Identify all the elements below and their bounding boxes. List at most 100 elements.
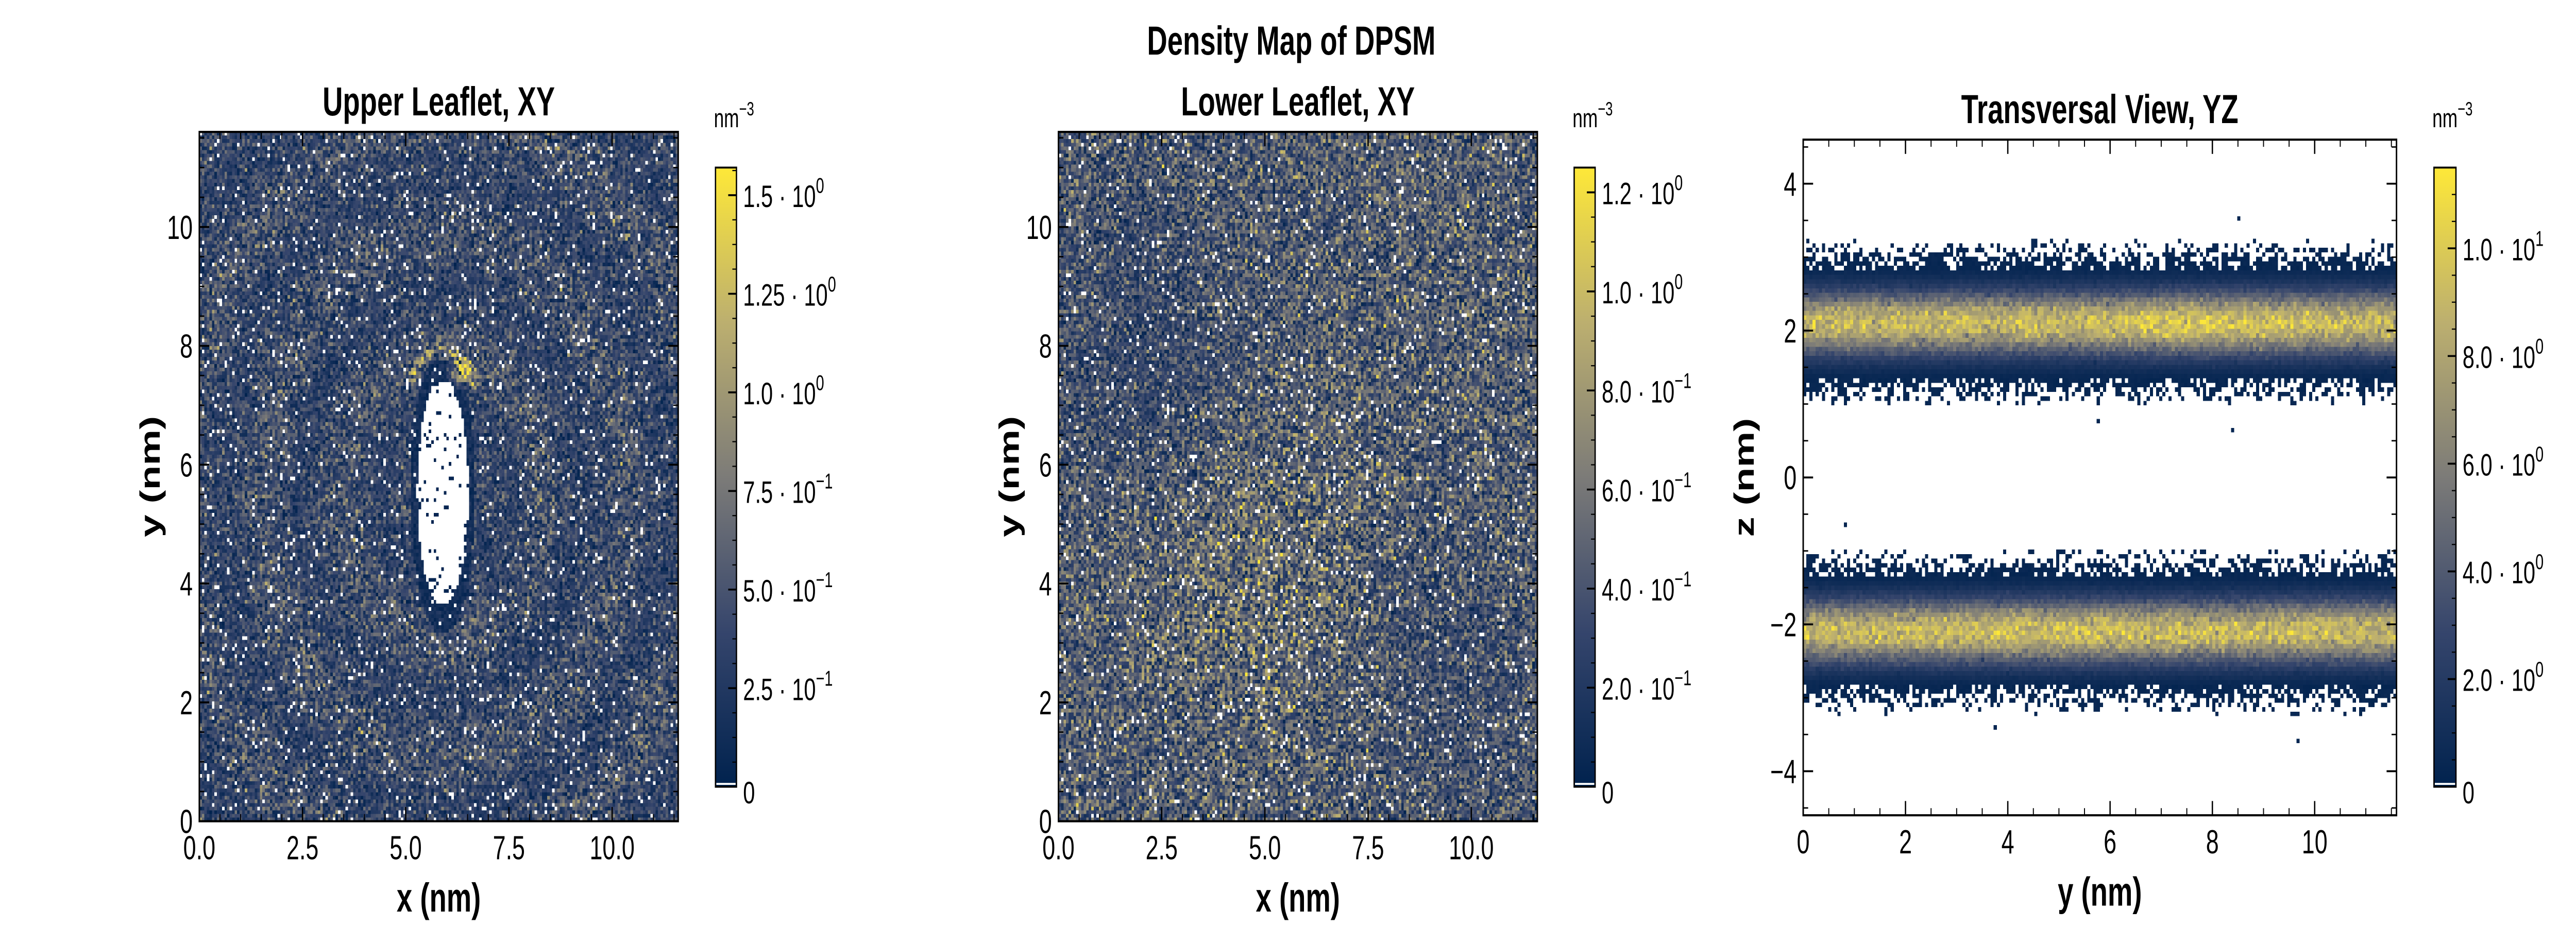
colorbar-gradient: [1573, 166, 1596, 788]
y-tick-label: 8: [180, 328, 193, 365]
colorbar-unit-label: nm−3: [714, 98, 754, 133]
colorbar-tick-mantissa: 1.2 · 10: [1602, 176, 1674, 211]
colorbar-tick-mantissa: 1.0 · 10: [743, 376, 816, 410]
colorbar-tick-mantissa: 1.5 · 10: [743, 179, 816, 213]
colorbar-tick-mantissa: 2.5 · 10: [743, 672, 816, 707]
colorbar-tick-exponent: 0: [2535, 550, 2544, 574]
colorbar-tick-label: 1.0 · 100: [1602, 270, 1683, 310]
y-tick-label: 10: [167, 209, 193, 246]
colorbar-tick-mantissa: 8.0 · 10: [2463, 340, 2535, 374]
colorbar-tick-exponent: 0: [2535, 658, 2544, 681]
y-tick-label: 0: [1784, 459, 1797, 496]
y-tick-label: 2: [180, 684, 193, 722]
x-tick-label: 0.0: [183, 829, 215, 866]
y-tick-label: 0: [1039, 803, 1052, 840]
colorbar-tick-mantissa: 0: [2463, 775, 2475, 810]
y-axis-label: z (nm): [1728, 418, 1759, 537]
colorbar-tick-exponent: −1: [816, 568, 833, 592]
colorbar-tick-exponent: −1: [816, 666, 833, 690]
colorbar-tick-mantissa: 0: [1602, 775, 1614, 810]
x-axis-label: x (nm): [1256, 876, 1340, 920]
x-tick-label: 4: [2002, 823, 2014, 861]
colorbar-tick-mantissa: 6.0 · 10: [1602, 473, 1674, 508]
colorbar-tick-mantissa: 4.0 · 10: [2463, 555, 2535, 590]
colorbar-tick-label: 2.0 · 10−1: [1602, 666, 1691, 707]
colorbar-tick-exponent: 0: [2535, 442, 2544, 466]
x-tick-label: 5.0: [389, 829, 421, 866]
colorbar-tick-mantissa: 8.0 · 10: [1602, 374, 1674, 409]
heatmap-image: [1803, 140, 2397, 816]
colorbar-tick-exponent: 0: [816, 371, 824, 394]
colorbar-tick-label: 8.0 · 10−1: [1602, 369, 1691, 409]
y-tick-label: 2: [1784, 313, 1797, 350]
colorbar-tick-label: 0: [743, 775, 755, 810]
colorbar-gradient: [2433, 166, 2457, 788]
axes-frame: [1058, 131, 1538, 822]
colorbar-tick-label: 0: [2463, 775, 2475, 810]
colorbar-unit-exponent: −3: [2458, 98, 2472, 119]
colorbar-unit-label: nm−3: [1572, 98, 1613, 133]
colorbar-tick-mantissa: 5.0 · 10: [743, 573, 816, 608]
colorbar-tick-mantissa: 1.25 · 10: [743, 278, 827, 312]
x-tick-label: 7.5: [493, 829, 525, 866]
colorbar-tick-mantissa: 2.0 · 10: [1602, 672, 1674, 706]
y-tick-label: 4: [180, 565, 193, 603]
colorbar-tick-label: 5.0 · 10−1: [743, 568, 833, 608]
colorbar-tick-mantissa: 1.0 · 10: [2463, 232, 2535, 267]
y-tick-label: 10: [1026, 209, 1052, 246]
y-tick-label: 6: [1039, 447, 1052, 484]
colorbar-tick-mantissa: 1.0 · 10: [1602, 275, 1674, 310]
y-axis-label: y (nm): [994, 416, 1025, 537]
x-tick-label: 2.5: [1146, 829, 1178, 866]
y-tick-label: 4: [1039, 565, 1052, 603]
colorbar-tick-exponent: −1: [1674, 567, 1691, 591]
x-axis-label: y (nm): [2058, 870, 2142, 915]
x-tick-label: 10.0: [589, 829, 634, 866]
colorbar-tick-mantissa: 7.5 · 10: [743, 475, 816, 509]
heatmap-image: [199, 132, 679, 821]
colorbar-tick-exponent: 0: [828, 272, 836, 296]
colorbar: 02.0 · 10−14.0 · 10−16.0 · 10−18.0 · 10−…: [1572, 98, 1691, 810]
y-tick-label: 2: [1039, 684, 1052, 722]
colorbar-tick-label: 4.0 · 10−1: [1602, 567, 1691, 607]
colorbar-tick-exponent: 0: [816, 174, 824, 197]
x-tick-label: 0.0: [1042, 829, 1074, 866]
y-tick-label: 4: [1784, 166, 1797, 203]
y-axis-label: y (nm): [135, 416, 166, 537]
heatmap-image: [1058, 132, 1537, 821]
colorbar-unit-exponent: −3: [739, 98, 754, 119]
colorbar-tick-mantissa: 4.0 · 10: [1602, 572, 1674, 607]
colorbar: 02.5 · 10−15.0 · 10−17.5 · 10−11.0 · 100…: [714, 98, 836, 810]
colorbar-tick-exponent: 0: [1674, 270, 1683, 294]
y-tick-label: −4: [1770, 753, 1797, 791]
y-tick-label: 6: [180, 447, 193, 484]
panel-1: 0.0 2.5 5.0 7.5 10.0 0 2 4 6 8 10 Upper Leaflet, XY…: [135, 79, 836, 920]
colorbar-tick-exponent: −1: [1674, 666, 1691, 690]
x-tick-label: 10: [2302, 823, 2328, 861]
colorbar-tick-label: 7.5 · 10−1: [743, 470, 833, 510]
x-tick-label: 2: [1899, 823, 1912, 861]
colorbar-tick-exponent: 0: [2535, 335, 2544, 358]
x-tick-label: 8: [2206, 823, 2219, 861]
panel-2: 0.0 2.5 5.0 7.5 10.0 0 2 4 6 8 10 Lower Leaflet, XY…: [994, 79, 1691, 920]
colorbar-tick-label: 1.0 · 101: [2463, 227, 2544, 267]
x-axis-label: x (nm): [397, 876, 481, 920]
axes-frame: [198, 131, 679, 822]
x-tick-label: 2.5: [286, 829, 318, 866]
colorbar-tick-exponent: −1: [816, 470, 833, 493]
colorbar-tick-mantissa: 6.0 · 10: [2463, 448, 2535, 482]
colorbar-tick-label: 6.0 · 10−1: [1602, 468, 1691, 508]
x-tick-label: 5.0: [1249, 829, 1281, 866]
panel-title: Upper Leaflet, XY: [323, 79, 555, 124]
y-tick-label: −2: [1770, 606, 1797, 643]
colorbar-unit-label: nm−3: [2432, 98, 2472, 133]
colorbar-tick-label: 1.5 · 100: [743, 174, 824, 214]
colorbar-unit: nm: [2432, 104, 2458, 133]
colorbar-tick-label: 2.0 · 100: [2463, 658, 2544, 698]
colorbar-tick-exponent: −1: [1674, 468, 1691, 492]
x-tick-label: 7.5: [1352, 829, 1384, 866]
x-tick-label: 10.0: [1449, 829, 1494, 866]
